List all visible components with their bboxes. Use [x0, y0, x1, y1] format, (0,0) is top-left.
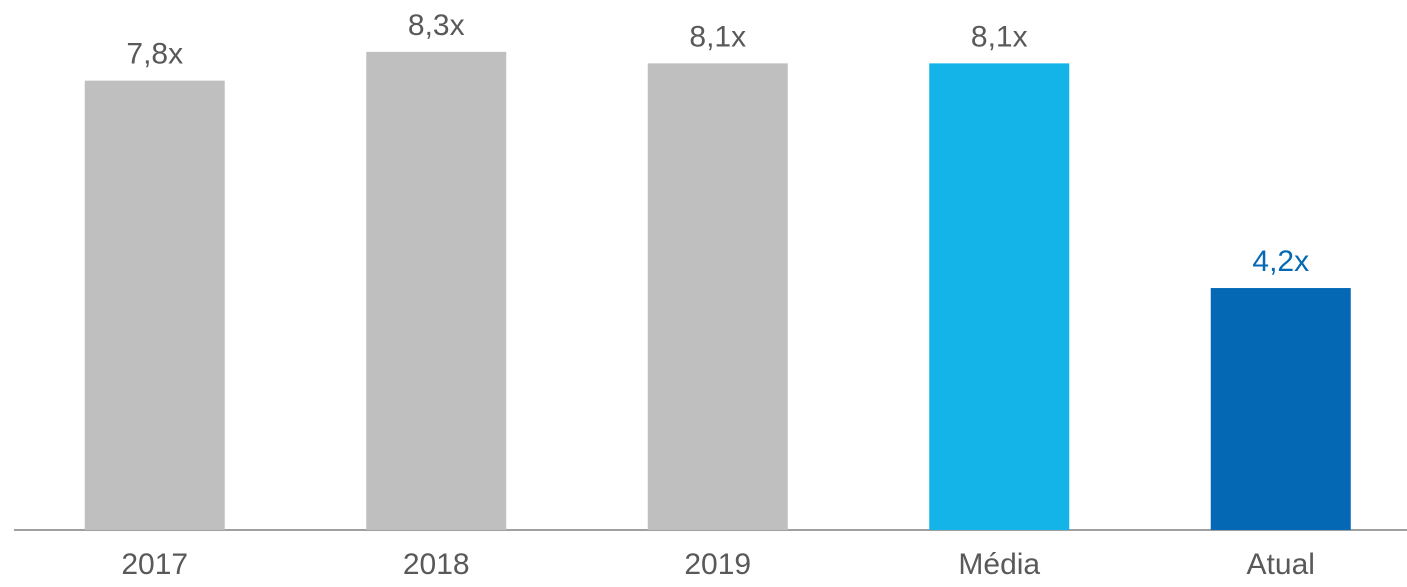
bar [84, 80, 225, 531]
value-label: 8,1x [971, 20, 1028, 53]
bar [1210, 288, 1351, 530]
x-tick-label: 2019 [684, 548, 751, 581]
value-label: 8,3x [408, 9, 465, 42]
bar [366, 51, 507, 530]
value-label: 8,1x [689, 20, 746, 53]
value-label: 4,2x [1252, 245, 1309, 278]
bar [647, 63, 788, 530]
bar [929, 63, 1070, 530]
x-tick-label: 2017 [121, 548, 188, 581]
x-tick-label: Atual [1247, 548, 1315, 581]
x-tick-label: Média [958, 548, 1040, 581]
x-tick-label: 2018 [403, 548, 470, 581]
value-label: 7,8x [126, 38, 183, 71]
